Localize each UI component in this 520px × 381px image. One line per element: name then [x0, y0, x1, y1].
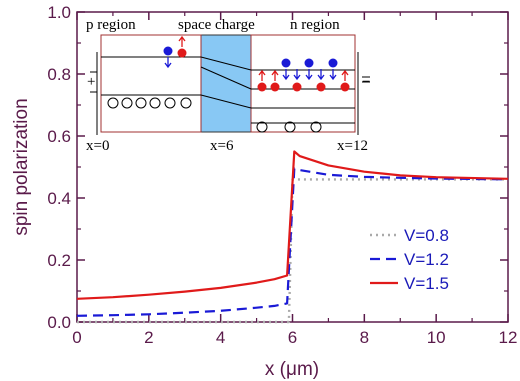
- x-axis-title: x (μm): [265, 359, 319, 380]
- x12-label: x=12: [337, 138, 368, 154]
- legend-label: V=1.5: [404, 274, 449, 293]
- plus-contact-label: +: [87, 74, 95, 90]
- hole: [180, 97, 192, 109]
- p-region-label: p region: [86, 17, 136, 33]
- spin-up-arrow: [178, 35, 186, 47]
- spin-up-electron: [177, 48, 187, 58]
- x-tick-label: 2: [144, 328, 153, 347]
- y-tick-label: 1.0: [47, 3, 71, 22]
- spin-down-arrow: [164, 57, 172, 69]
- y-tick-label: 0.2: [47, 251, 71, 270]
- x-tick-label: 0: [72, 328, 81, 347]
- spin-up-arrow: [271, 69, 279, 81]
- y-tick-label: 0.4: [47, 189, 71, 208]
- n-region-spin-up-electrons: [257, 69, 350, 92]
- hole: [164, 97, 176, 109]
- hole: [256, 121, 268, 133]
- x6-label: x=6: [210, 138, 234, 154]
- series-line-dotted: [77, 178, 508, 324]
- spin-down-arrow: [293, 69, 301, 81]
- spin-up-electron: [340, 82, 350, 92]
- y-tick-label: 0.6: [47, 127, 71, 146]
- hole: [121, 97, 133, 109]
- spin-down-electron: [328, 58, 338, 68]
- hole: [284, 121, 296, 133]
- space-charge-region: [200, 34, 252, 133]
- y-axis-ticks: 0.0 0.2 0.4 0.6 0.8 1.0: [47, 3, 508, 332]
- series-layer: [76, 150, 509, 324]
- x-tick-label: 4: [216, 328, 225, 347]
- spin-up-electron: [257, 82, 267, 92]
- n-region-spin-down-electrons: [281, 58, 338, 81]
- space-charge-label: space charge: [178, 17, 255, 33]
- y-axis-title: spin polarization: [11, 98, 32, 235]
- hole: [135, 97, 147, 109]
- spin-down-arrow: [317, 69, 325, 81]
- x-tick-label: 10: [427, 328, 446, 347]
- spin-down-arrow: [329, 69, 337, 81]
- spin-up-electron: [316, 82, 326, 92]
- legend-label: V=1.2: [404, 250, 449, 269]
- hole: [149, 97, 161, 109]
- legend-label: V=0.8: [404, 226, 449, 245]
- legend: V=0.8 V=1.2 V=1.5: [370, 226, 449, 293]
- inset-band-diagram: p region space charge n region + − x=0 x…: [86, 17, 370, 154]
- spin-up-electron: [270, 82, 280, 92]
- spin-down-electron: [281, 58, 291, 68]
- x-axis-ticks: 0 2 4 6 8 10 12: [72, 12, 517, 347]
- spin-down-electron: [304, 58, 314, 68]
- spin-down-arrow: [305, 69, 313, 81]
- spin-up-arrow: [258, 69, 266, 81]
- series-line-dashed: [76, 167, 509, 317]
- x0-label: x=0: [86, 138, 109, 154]
- x-tick-label: 12: [499, 328, 518, 347]
- n-region-box: [250, 34, 356, 133]
- band-bend-bottom: [200, 94, 252, 109]
- series-line-solid: [76, 150, 509, 300]
- n-region-label: n region: [290, 17, 340, 33]
- minus-contact-label: −: [362, 74, 370, 90]
- y-tick-label: 0.0: [47, 313, 71, 332]
- spin-up-arrow: [341, 69, 349, 81]
- x-tick-label: 8: [360, 328, 369, 347]
- spin-down-arrow: [282, 69, 290, 81]
- band-bend-top-1: [200, 56, 252, 71]
- p-region-box: [100, 34, 202, 133]
- band-bend-top-2: [200, 66, 252, 90]
- hole: [310, 121, 322, 133]
- spin-down-electron: [163, 46, 173, 56]
- y-tick-label: 0.8: [47, 65, 71, 84]
- spin-up-electron: [292, 82, 302, 92]
- x-tick-label: 6: [288, 328, 297, 347]
- hole: [107, 97, 119, 109]
